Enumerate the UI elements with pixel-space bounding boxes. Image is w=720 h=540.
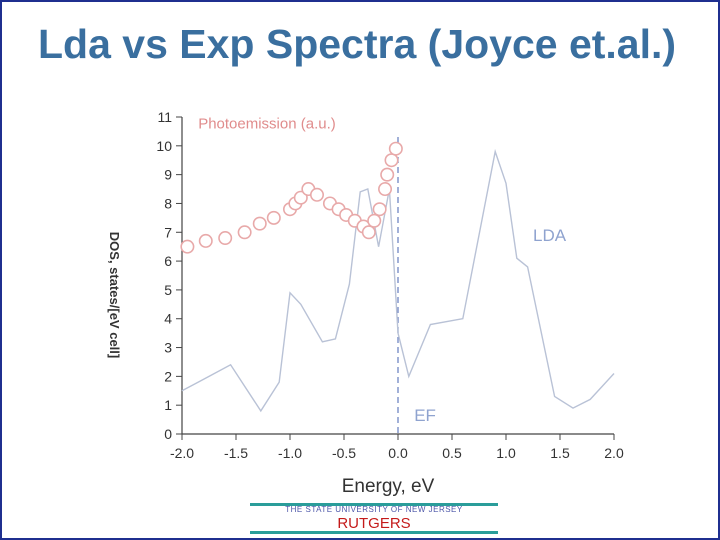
footer-rutgers: RUTGERS [337,515,411,532]
x-tick-label: -2.0 [170,445,194,461]
photoemission-point [361,225,376,240]
photoemission-point [380,167,395,182]
y-tick-label: 3 [164,340,172,356]
x-tick-label: -1.0 [278,445,302,461]
photoemission-point [384,153,399,168]
y-tick-label: 11 [157,109,172,125]
photoemission-point [180,239,195,254]
x-tick-label: 1.5 [550,445,570,461]
lda-label: LDA [533,226,567,245]
photoemission-point [266,210,281,225]
photoemission-point [252,216,267,231]
footer-university: THE STATE UNIVERSITY OF NEW JERSEY [285,505,463,514]
ef-label: EF [414,406,436,425]
y-tick-label: 5 [164,282,172,298]
y-tick-label: 0 [164,426,172,442]
y-tick-label: 10 [156,138,172,154]
y-tick-label: 8 [164,195,172,211]
photoemission-point [237,225,252,240]
y-tick-label: 6 [164,253,172,269]
photoemission-point [198,233,213,248]
footer-bottom-rule [250,531,498,534]
photoemission-point [293,190,308,205]
y-tick-label: 7 [164,224,172,240]
photoemission-point [309,187,324,202]
x-tick-label: -1.5 [224,445,248,461]
y-axis-title: DOS, states/[eV cell] [107,232,122,358]
photoemission-label: Photoemission (a.u.) [198,116,336,133]
photoemission-point [378,182,393,197]
x-tick-label: 2.0 [604,445,624,461]
y-tick-label: 2 [164,368,172,384]
x-tick-label: 0.5 [442,445,462,461]
x-axis-title: Energy, eV [342,476,435,497]
footer-top-rule [250,503,498,506]
x-tick-label: 1.0 [496,445,516,461]
photoemission-point [218,231,233,246]
y-tick-label: 1 [164,397,172,413]
slide-title: Lda vs Exp Spectra (Joyce et.al.) [38,21,677,67]
y-tick-label: 9 [164,167,172,183]
y-tick-label: 4 [164,311,172,327]
x-tick-label: -0.5 [332,445,356,461]
x-tick-label: 0.0 [388,445,408,461]
photoemission-point [367,213,382,228]
photoemission-point [372,202,387,217]
photoemission-point [388,141,403,156]
